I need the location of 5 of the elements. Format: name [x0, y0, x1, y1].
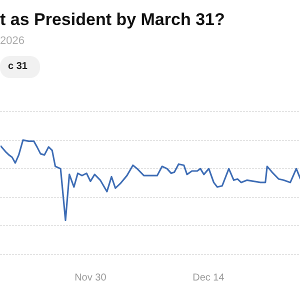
x-tick-label: Dec 14 — [192, 272, 225, 284]
chart-subtitle: 2026 — [0, 34, 24, 49]
chart-title: t as President by March 31? — [0, 9, 225, 31]
text: c 31 — [8, 60, 28, 74]
x-tick-label: Nov 30 — [74, 272, 107, 284]
